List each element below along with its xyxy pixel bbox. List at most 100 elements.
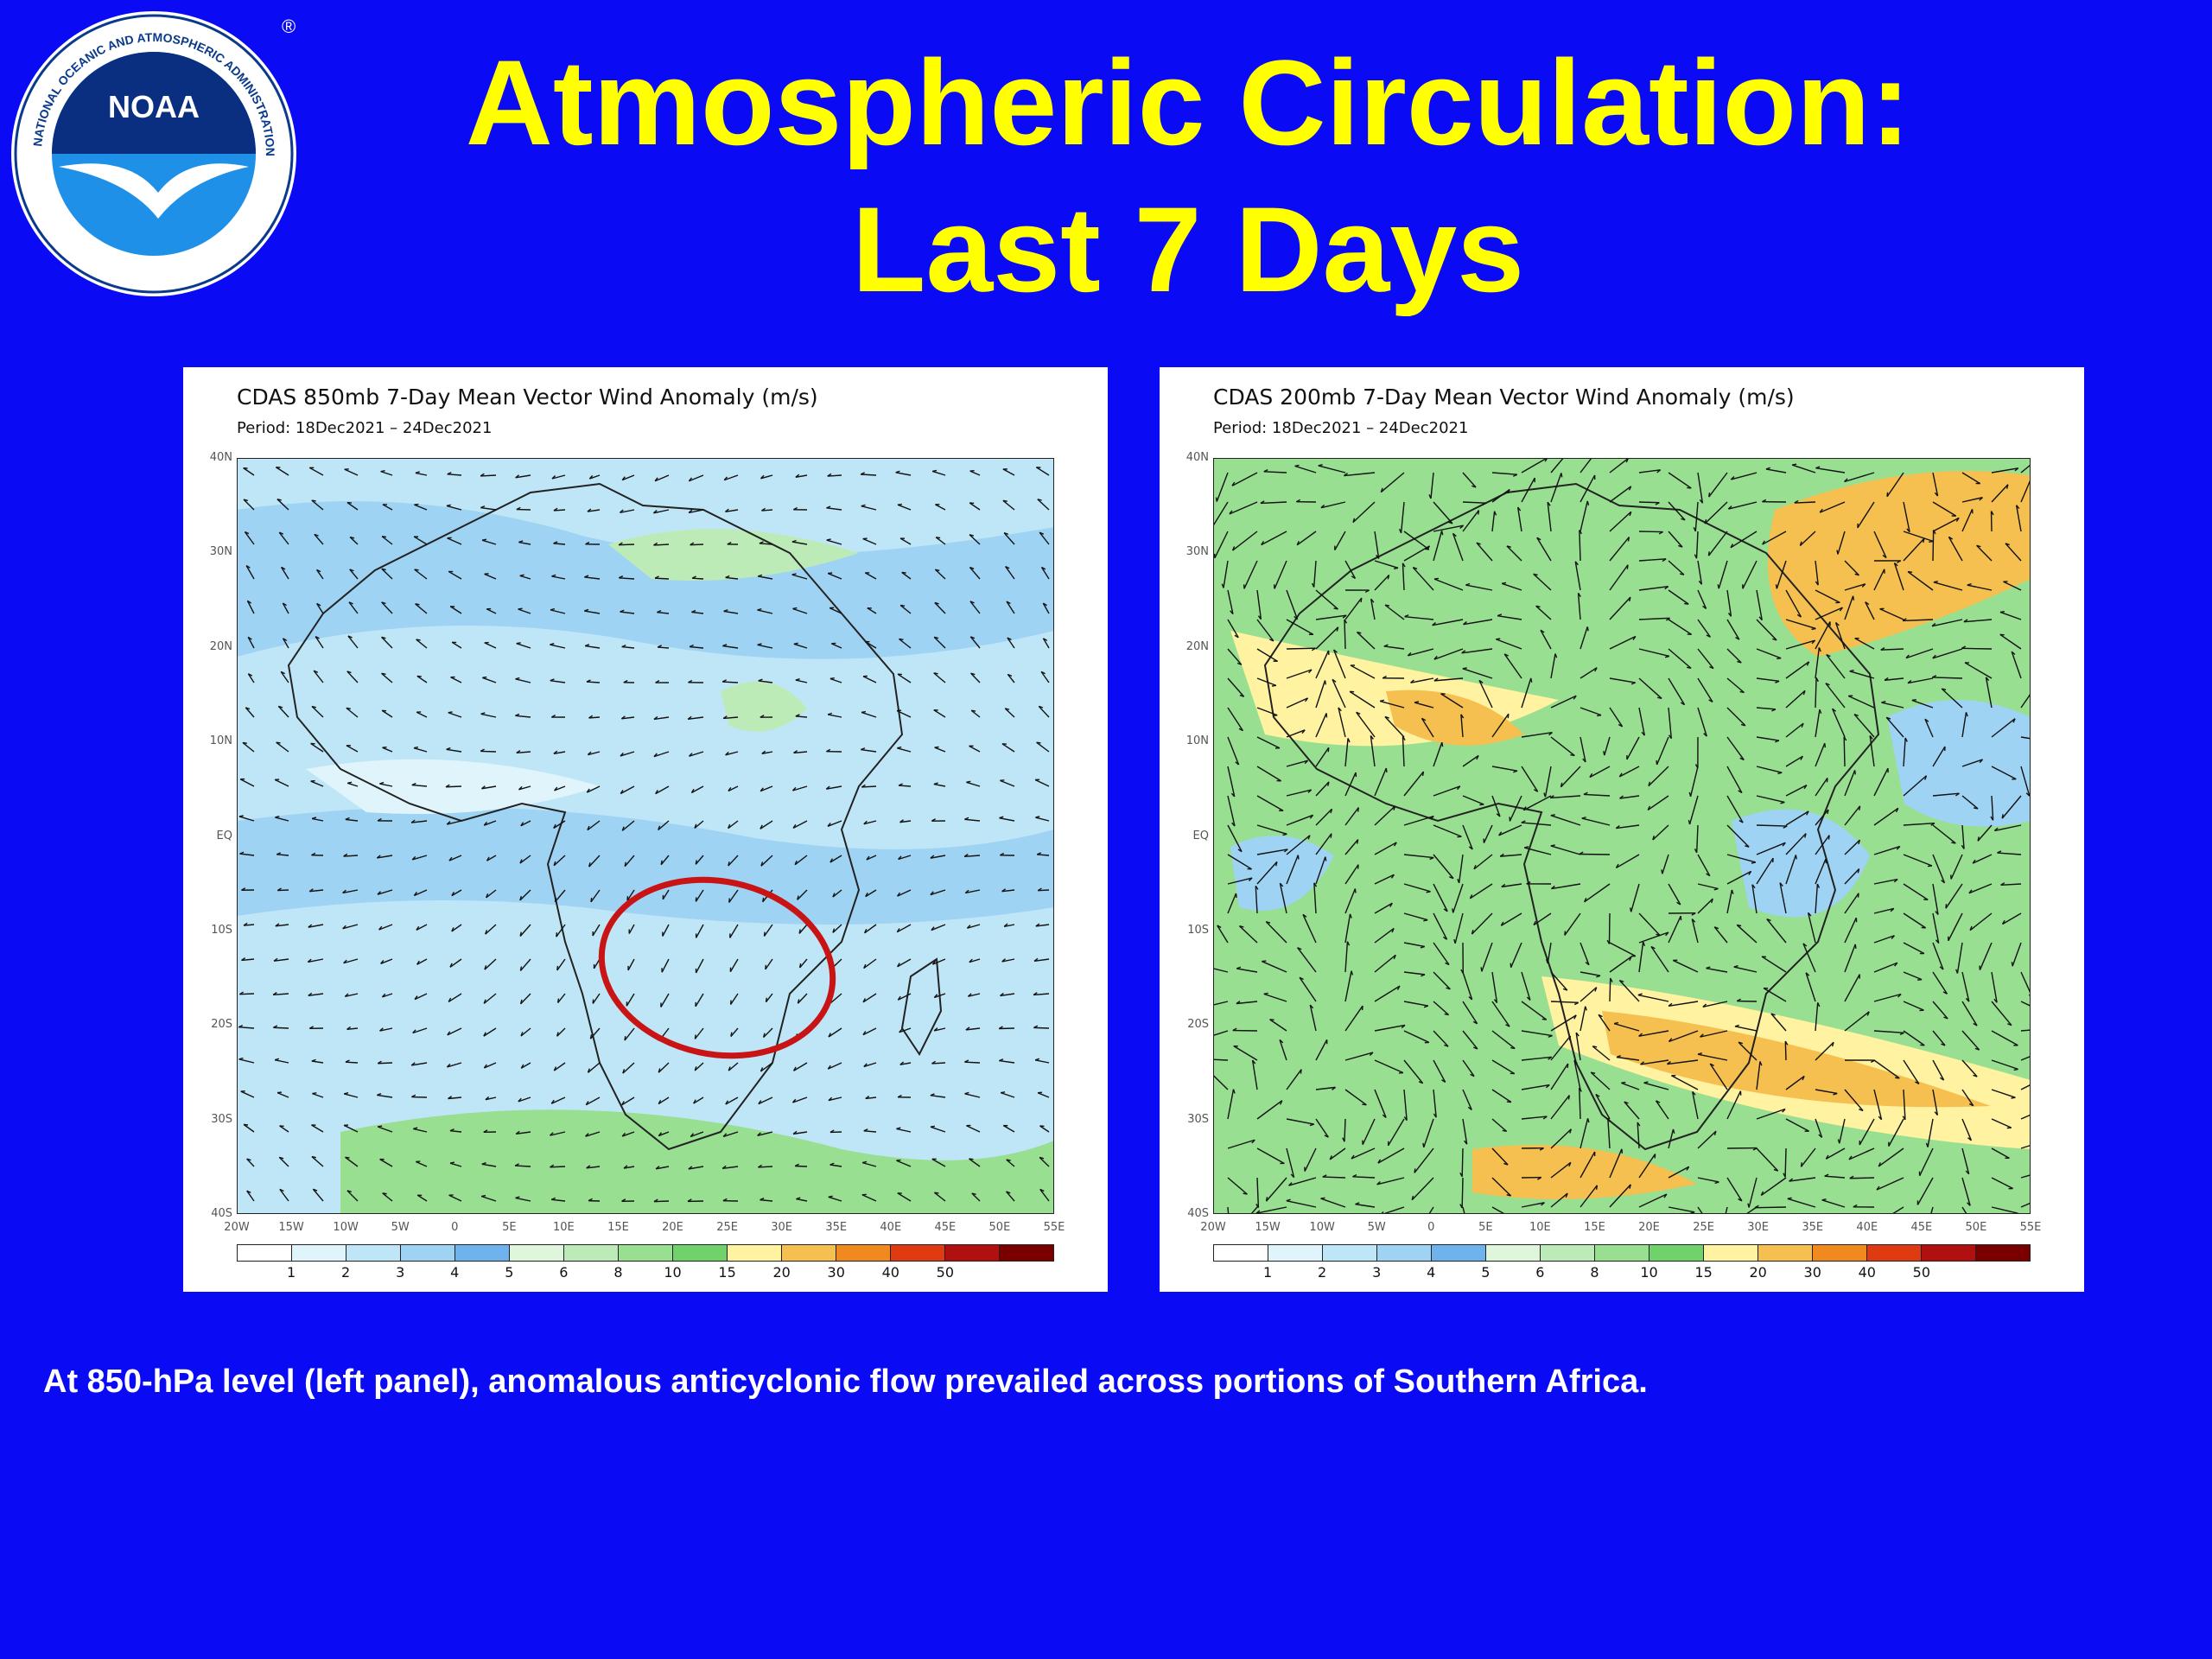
wind-arrow <box>1598 1014 1611 1032</box>
wind-arrow-head <box>860 472 865 475</box>
wind-arrow <box>1726 824 1750 848</box>
wind-arrow-head <box>1336 626 1339 632</box>
wind-arrow-head <box>1266 921 1271 924</box>
wind-arrow <box>519 889 531 901</box>
svg-text:®: ® <box>282 16 296 37</box>
wind-arrow <box>828 714 842 718</box>
wind-arrow-head <box>1961 645 1967 649</box>
wind-arrow-head <box>519 966 523 971</box>
wind-arrow-head <box>1332 1086 1336 1090</box>
wind-arrow-head <box>484 965 487 970</box>
colorbar-label: 20 <box>772 1264 791 1281</box>
colorbar-label: 6 <box>1535 1264 1545 1281</box>
wind-arrow-head <box>1709 665 1714 670</box>
wind-arrow-head <box>969 1158 974 1160</box>
wind-arrow <box>1652 824 1669 841</box>
wind-arrow-head <box>1831 1042 1834 1047</box>
wind-arrow-head <box>621 1198 626 1202</box>
colorbar-swatch <box>1649 1245 1704 1261</box>
wind-arrow <box>1932 746 1946 767</box>
wind-arrow <box>411 855 428 861</box>
wind-arrow <box>1876 1177 1904 1191</box>
wind-arrow-head <box>377 891 381 895</box>
wind-arrow <box>1227 677 1245 697</box>
wind-arrow <box>1730 531 1758 549</box>
lat-label: 30S <box>1187 1112 1209 1126</box>
wind-arrow <box>486 608 497 614</box>
wind-arrow <box>1491 1030 1516 1049</box>
wind-arrow-head <box>1548 732 1553 736</box>
wind-arrow-head <box>307 958 312 963</box>
wind-arrow-head <box>1876 1185 1880 1191</box>
wind-arrow-head <box>1849 1175 1854 1179</box>
wind-arrow-head <box>1973 1074 1978 1077</box>
wind-arrow-head <box>1932 654 1936 659</box>
wind-arrow-head <box>1979 497 1983 501</box>
wind-arrow <box>1315 747 1330 767</box>
wind-arrow-head <box>1479 804 1484 806</box>
wind-arrow-head <box>1330 833 1332 838</box>
wind-arrow <box>553 751 566 755</box>
wind-arrow-head <box>998 1026 1003 1030</box>
wind-arrow <box>1977 824 1993 842</box>
colorbar-swatch <box>564 1245 619 1261</box>
wind-arrow <box>1374 842 1397 855</box>
wind-arrow-head <box>1243 1192 1248 1195</box>
wind-arrow-head <box>1265 1197 1268 1202</box>
wind-arrow <box>1932 472 1939 497</box>
wind-arrow <box>348 601 359 614</box>
lon-label: 5W <box>1367 1221 1386 1234</box>
wind-arrow <box>1462 795 1484 805</box>
wind-arrow <box>1304 1147 1317 1172</box>
wind-arrow-head <box>1711 898 1713 904</box>
wind-arrow-head <box>688 477 693 482</box>
wind-arrow-head <box>1968 889 1973 894</box>
wind-arrow <box>1844 805 1861 826</box>
wind-arrow <box>1825 683 1846 709</box>
wind-arrow-head <box>279 1188 284 1192</box>
wind-arrow <box>1961 647 1993 650</box>
wind-arrow-head <box>1579 1087 1582 1092</box>
wind-arrow-head <box>1300 1069 1302 1074</box>
wind-arrow <box>1961 508 1974 532</box>
wind-arrow <box>380 958 393 964</box>
wind-arrow-head <box>1533 920 1536 925</box>
wind-arrow <box>792 785 808 791</box>
wind-arrow <box>238 1027 255 1029</box>
wind-arrow-head <box>792 823 797 829</box>
wind-arrow <box>515 715 531 718</box>
wind-arrow <box>1263 993 1287 1002</box>
wind-arrow <box>1728 501 1758 510</box>
wind-arrow <box>899 638 912 649</box>
wind-arrow <box>621 716 635 720</box>
wind-arrow-head <box>1942 991 1948 995</box>
wind-arrow-head <box>554 786 558 791</box>
wind-arrow <box>1991 484 2009 503</box>
wind-arrow <box>520 820 531 827</box>
wind-arrow <box>413 747 428 753</box>
noaa-logo: NOAA ® NATIONAL OCEANIC AND ATMOSPHERIC … <box>7 7 296 296</box>
wind-arrow <box>1550 1161 1572 1179</box>
wind-arrow <box>515 474 531 479</box>
wind-arrow <box>1471 912 1493 935</box>
wind-arrow-head <box>622 1069 626 1074</box>
wind-arrow-head <box>342 889 346 893</box>
wind-arrow-head <box>1727 612 1732 617</box>
wind-arrow <box>864 924 877 934</box>
wind-arrow <box>1461 648 1493 654</box>
wind-arrow <box>346 1027 359 1030</box>
wind-arrow <box>1844 974 1860 1002</box>
wind-arrow <box>729 958 739 972</box>
wind-arrow <box>1329 1147 1346 1160</box>
wind-arrow-head <box>1955 792 1960 797</box>
wind-arrow <box>343 855 359 857</box>
wind-arrow <box>379 1027 393 1032</box>
wind-arrow-head <box>1402 735 1406 741</box>
wind-arrow <box>1638 586 1669 591</box>
wind-arrow-head <box>514 1163 519 1166</box>
wind-arrow <box>1313 560 1317 588</box>
wind-arrow <box>239 853 255 856</box>
wind-arrow-head <box>1967 1137 1972 1141</box>
wind-arrow <box>899 604 912 614</box>
wind-arrow <box>377 1126 393 1133</box>
